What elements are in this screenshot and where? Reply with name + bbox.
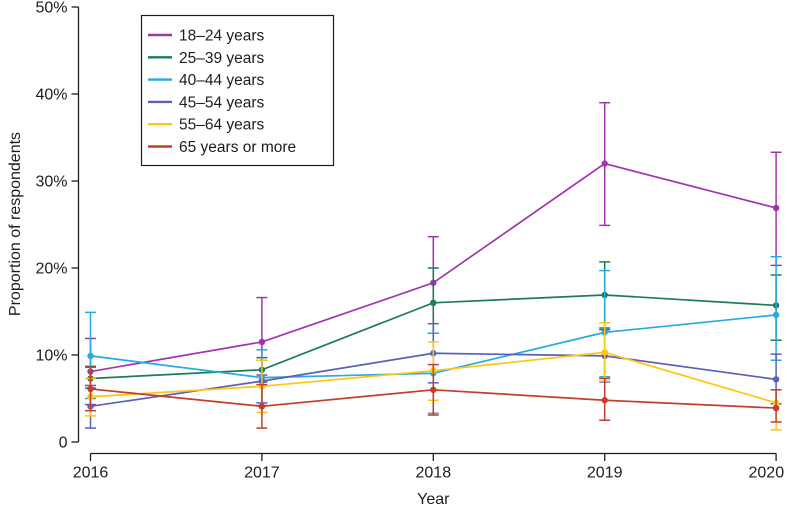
legend-label: 18–24 years [179, 28, 265, 45]
legend: 18–24 years 25–39 years 40–44 years 45–54 y… [140, 14, 335, 167]
legend-item: 40–44 years [148, 72, 265, 89]
data-point [87, 352, 94, 360]
legend-label: 25–39 years [179, 50, 265, 67]
data-point [430, 299, 437, 306]
legend-label: 45–54 years [179, 94, 265, 111]
data-point [601, 349, 608, 356]
legend-item: 25–39 years [148, 50, 265, 67]
y-tick-label: 50% [35, 0, 67, 17]
legend-item: 65 years or more [148, 139, 296, 156]
series-65-years-or-more [85, 363, 782, 429]
axes [71, 6, 777, 461]
x-axis [89, 452, 777, 461]
legend-box [140, 14, 335, 167]
error-bar [770, 255, 782, 361]
legend-label: 55–64 years [179, 117, 265, 134]
legend-item: 18–24 years [148, 28, 265, 45]
y-axis [71, 6, 80, 443]
y-tick-labels: 0 10% 20% 30% 40% 50% [35, 0, 67, 452]
y-tick-label: 10% [35, 348, 67, 365]
x-tick-labels: 2016 2017 2018 2019 2020 [73, 465, 784, 482]
data-point [87, 385, 94, 393]
legend-item: 45–54 years [148, 94, 265, 111]
data-point [772, 376, 780, 383]
y-tick-label: 0 [59, 435, 68, 452]
x-tick-label: 2016 [73, 465, 109, 482]
data-point [258, 403, 266, 410]
data-point [772, 404, 780, 412]
data-point [258, 338, 266, 346]
x-axis-title: Year [417, 491, 450, 508]
y-tick-label: 20% [35, 261, 67, 278]
x-tick-label: 2020 [749, 465, 785, 482]
x-tick-label: 2019 [587, 465, 623, 482]
y-axis-title: Proportion of respondents [7, 132, 24, 316]
y-tick-label: 40% [35, 87, 67, 104]
data-point [430, 386, 437, 393]
legend-label: 65 years or more [179, 139, 296, 156]
x-tick-label: 2018 [416, 465, 452, 482]
data-point [772, 311, 780, 319]
legend-item: 55–64 years [148, 117, 265, 134]
legend-label: 40–44 years [179, 72, 265, 89]
y-tick-label: 30% [35, 174, 67, 191]
data-point [772, 204, 780, 212]
data-point [601, 160, 608, 167]
x-tick-label: 2017 [244, 465, 280, 482]
data-point [601, 397, 608, 404]
